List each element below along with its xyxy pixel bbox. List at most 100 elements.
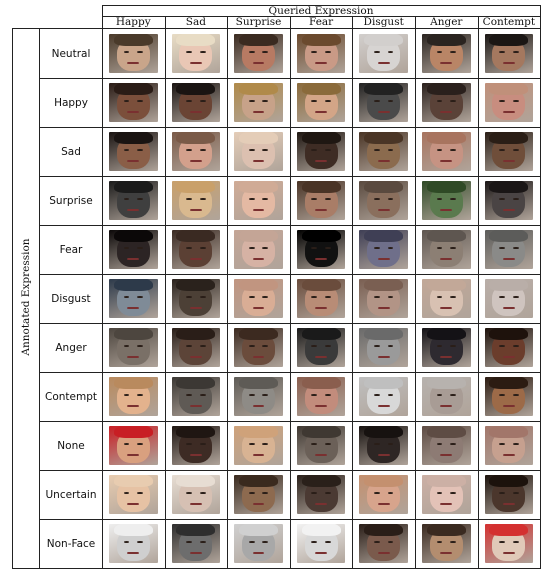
face-image xyxy=(359,132,408,171)
face-image xyxy=(484,132,534,171)
face-image xyxy=(296,230,346,269)
face-image xyxy=(296,328,346,367)
column-header: Happy xyxy=(115,16,151,28)
column-divider xyxy=(290,16,291,569)
face-image xyxy=(422,181,471,220)
top-rule xyxy=(102,5,540,6)
row-divider xyxy=(39,519,540,520)
face-image xyxy=(296,181,346,220)
face-image xyxy=(234,279,283,318)
face-image xyxy=(359,279,408,318)
face-image xyxy=(171,132,221,171)
face-image xyxy=(234,524,283,563)
face-image xyxy=(484,377,534,416)
row-divider xyxy=(39,225,540,226)
face-image xyxy=(109,377,158,416)
face-image xyxy=(359,181,408,220)
row-label: Contempt xyxy=(45,390,97,403)
face-image xyxy=(109,279,158,318)
column-divider xyxy=(165,16,166,569)
face-image xyxy=(422,475,471,514)
face-image xyxy=(484,230,534,269)
face-image xyxy=(234,475,283,514)
row-divider xyxy=(39,470,540,471)
face-image xyxy=(171,279,221,318)
column-divider xyxy=(352,16,353,569)
queried-expression-title: Queried Expression xyxy=(268,5,374,17)
column-header: Surprise xyxy=(235,16,282,28)
face-image xyxy=(484,34,534,73)
face-image xyxy=(109,426,158,465)
side-title-rule xyxy=(39,28,40,569)
column-header: Contempt xyxy=(482,16,536,28)
face-image xyxy=(109,475,158,514)
face-image xyxy=(296,426,346,465)
row-divider xyxy=(39,323,540,324)
row-label: Sad xyxy=(61,145,81,158)
column-header: Anger xyxy=(430,16,463,28)
column-header: Fear xyxy=(308,16,334,28)
column-header-bottom-rule xyxy=(12,28,540,29)
face-image xyxy=(296,475,346,514)
row-label: Happy xyxy=(54,96,88,109)
column-header: Sad xyxy=(185,16,206,28)
face-image xyxy=(109,34,158,73)
face-image xyxy=(109,181,158,220)
face-image xyxy=(484,279,534,318)
face-image xyxy=(422,524,471,563)
row-divider xyxy=(39,372,540,373)
face-image xyxy=(359,524,408,563)
face-image xyxy=(484,426,534,465)
face-image xyxy=(109,524,158,563)
row-label: Surprise xyxy=(49,194,93,207)
face-image xyxy=(484,328,534,367)
face-image xyxy=(422,279,471,318)
face-image xyxy=(234,34,283,73)
face-image xyxy=(422,230,471,269)
row-label: Neutral xyxy=(51,47,91,60)
column-divider xyxy=(478,16,479,569)
row-label: None xyxy=(57,439,85,452)
face-image xyxy=(171,328,221,367)
face-image xyxy=(171,475,221,514)
face-image xyxy=(171,34,221,73)
label-column-rule xyxy=(102,5,103,569)
face-image xyxy=(171,181,221,220)
face-image xyxy=(359,377,408,416)
face-image xyxy=(422,328,471,367)
face-image xyxy=(109,328,158,367)
row-label: Disgust xyxy=(51,292,91,305)
annotated-expression-title: Annotated Expression xyxy=(20,238,32,356)
bottom-rule xyxy=(12,568,540,569)
face-image xyxy=(296,83,346,122)
right-rule xyxy=(540,5,541,569)
column-header: Disgust xyxy=(363,16,404,28)
face-image xyxy=(359,83,408,122)
face-image xyxy=(234,132,283,171)
row-label: Anger xyxy=(55,341,87,354)
face-image xyxy=(359,328,408,367)
face-image xyxy=(171,377,221,416)
row-divider xyxy=(39,78,540,79)
face-image xyxy=(484,524,534,563)
face-image xyxy=(234,230,283,269)
face-image xyxy=(109,230,158,269)
face-image xyxy=(234,83,283,122)
row-divider xyxy=(39,421,540,422)
header-rule xyxy=(102,16,540,17)
face-image xyxy=(109,132,158,171)
face-image xyxy=(484,83,534,122)
face-image xyxy=(171,83,221,122)
face-image xyxy=(296,377,346,416)
face-image xyxy=(171,426,221,465)
face-image xyxy=(171,524,221,563)
face-image xyxy=(422,426,471,465)
face-image xyxy=(359,426,408,465)
face-image xyxy=(422,34,471,73)
face-image xyxy=(296,34,346,73)
face-image xyxy=(359,475,408,514)
column-divider xyxy=(227,16,228,569)
row-label: Uncertain xyxy=(45,488,97,501)
face-image xyxy=(171,230,221,269)
face-image xyxy=(296,132,346,171)
